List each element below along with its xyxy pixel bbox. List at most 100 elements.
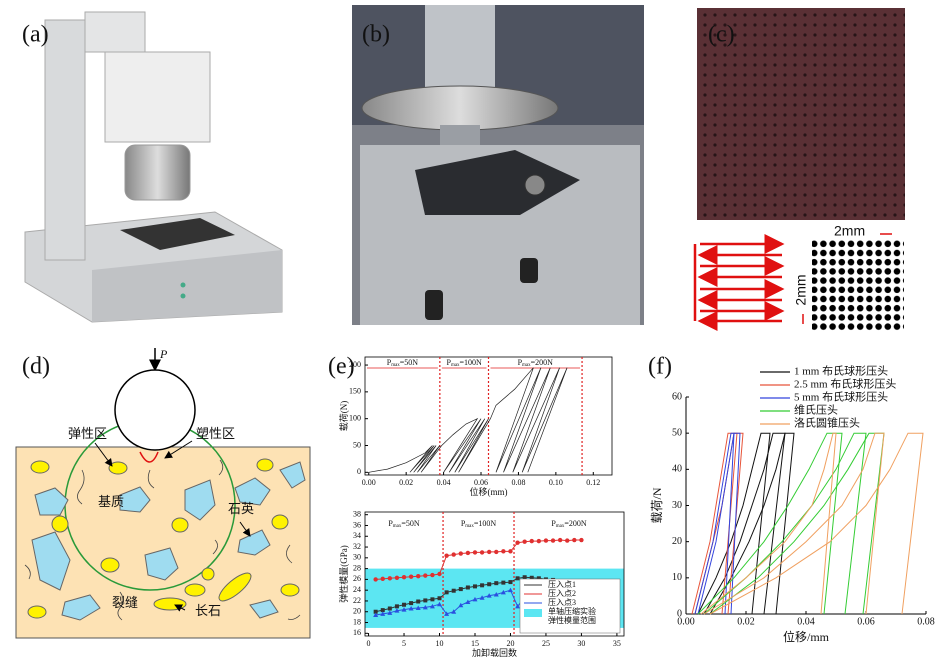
decoration <box>27 458 300 619</box>
marker <box>522 575 527 580</box>
decoration <box>104 51 211 143</box>
marker <box>437 571 442 577</box>
panel-label: (f) <box>648 354 672 380</box>
marker <box>380 576 385 582</box>
x-tick-label: 0.00 <box>677 616 695 627</box>
marker <box>458 551 463 556</box>
y-tick-label: 10 <box>672 572 682 583</box>
annotation-part: max <box>522 363 531 368</box>
annotation-part: P <box>387 358 392 367</box>
decoration <box>147 469 155 489</box>
y-tick-label: 30 <box>672 500 682 511</box>
annotation-part: =100N <box>474 519 497 528</box>
y-tick-label: 26 <box>353 574 361 583</box>
marker <box>444 553 449 558</box>
x-tick-label: 0.06 <box>857 616 875 627</box>
marker <box>472 550 478 555</box>
scale-label: 2mm <box>793 274 809 305</box>
legend-label: 单轴压缩实验 <box>548 606 596 616</box>
range-annotation: Pmax=50N <box>387 358 419 368</box>
marker <box>465 550 471 556</box>
marker <box>465 599 471 605</box>
marker <box>536 538 542 544</box>
marker <box>479 550 485 555</box>
decoration <box>180 282 186 288</box>
decoration <box>44 19 86 261</box>
decoration <box>279 461 306 489</box>
panel-label: (b) <box>362 22 390 48</box>
decoration <box>24 459 301 621</box>
y-tick-label: 0 <box>357 467 361 476</box>
decoration <box>249 599 279 619</box>
x-tick-label: 30 <box>577 639 585 648</box>
decoration <box>237 529 271 556</box>
x-tick-label: 0.02 <box>399 478 413 487</box>
marker <box>444 590 449 595</box>
decoration <box>239 521 251 537</box>
decoration <box>361 85 559 131</box>
x-axis-label: 位移(mm) <box>470 486 508 497</box>
marker <box>494 549 499 555</box>
device-photo <box>352 5 644 325</box>
mineral-label: 石英 <box>228 501 254 516</box>
scale-label: 2mm <box>834 223 865 239</box>
marker <box>373 612 379 617</box>
y-tick-label: 200 <box>349 360 361 369</box>
marker <box>579 537 584 543</box>
x-tick-label: 10 <box>436 639 444 648</box>
marker <box>437 596 442 601</box>
y-tick-label: 50 <box>353 440 361 449</box>
annotation-part: =200N <box>531 358 554 367</box>
marker <box>515 603 521 609</box>
decoration <box>171 517 189 533</box>
annotation-part: P <box>446 358 451 367</box>
marker <box>373 609 378 614</box>
legend-label: 5 mm 布氏球形压头 <box>794 390 888 404</box>
x-tick-label: 35 <box>613 639 621 648</box>
legend-box <box>519 578 621 634</box>
marker <box>380 611 386 616</box>
plot-frame <box>364 511 625 637</box>
marker <box>465 585 470 590</box>
panel-label: (d) <box>22 354 50 380</box>
annotation-part: P <box>388 519 393 528</box>
marker <box>451 552 456 557</box>
annotation-part: max <box>451 363 460 368</box>
marker <box>394 604 399 609</box>
decoration <box>100 557 120 573</box>
x-tick-label: 0.08 <box>511 478 525 487</box>
annotation-part: =50N <box>401 519 420 528</box>
x-tick-label: 0.06 <box>474 478 488 487</box>
y-tick-label: 28 <box>353 563 361 572</box>
marker <box>416 599 421 604</box>
marker <box>402 602 407 607</box>
decoration <box>256 458 274 472</box>
y-tick-label: 20 <box>672 536 682 547</box>
range-annotation: Pmax=100N <box>461 519 497 529</box>
marker <box>507 587 513 593</box>
x-tick-label: 0.00 <box>362 478 376 487</box>
marker <box>557 537 563 543</box>
decoration <box>92 250 282 322</box>
marker <box>515 576 520 581</box>
annotation-part: P <box>461 519 466 528</box>
decoration <box>117 591 124 621</box>
x-tick-label: 0.12 <box>586 478 600 487</box>
load-curve <box>694 432 735 615</box>
marker <box>408 606 414 611</box>
annotation-part: max <box>391 363 400 368</box>
load-curve <box>703 432 885 615</box>
legend-label: 弹性模量范围 <box>548 615 596 625</box>
decoration <box>218 572 252 602</box>
decoration <box>164 440 193 459</box>
x-axis-label: 加卸载回数 <box>472 647 517 658</box>
decoration <box>184 479 216 521</box>
y-axis-label: 载荷/N <box>650 487 664 523</box>
decoration <box>425 5 495 95</box>
decoration <box>31 461 306 621</box>
marker <box>536 576 541 581</box>
legend-label: 维氏压头 <box>794 404 838 417</box>
marker <box>479 595 485 600</box>
decoration <box>27 605 47 619</box>
marker <box>437 601 443 607</box>
